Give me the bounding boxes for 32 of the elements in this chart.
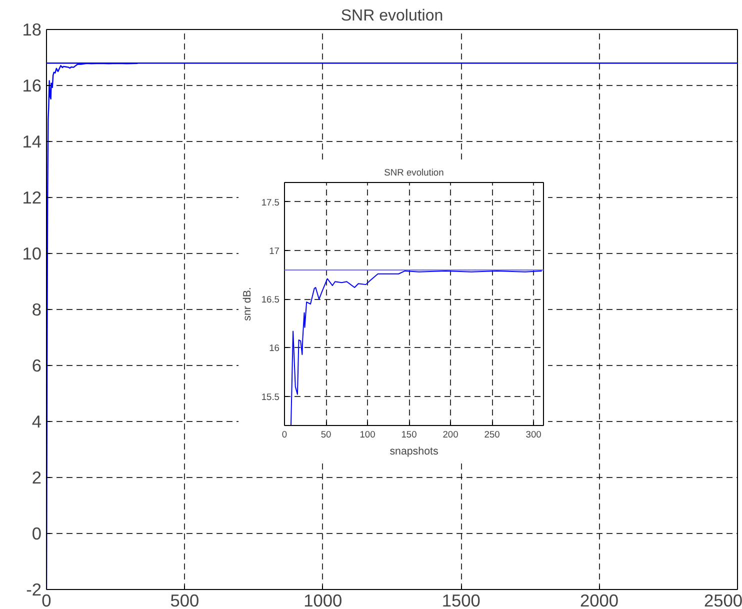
y-tick-label: 18: [22, 20, 42, 40]
chart-title: SNR evolution: [340, 8, 444, 24]
y-tick-label: 6: [32, 356, 42, 376]
x-tick-label: 1500: [442, 590, 480, 609]
y-axis-title: snr dB.: [241, 287, 254, 321]
chart-title: SNR evolution: [384, 168, 444, 178]
y-tick-label: 12: [22, 188, 42, 208]
y-tick-label: 17: [269, 246, 280, 256]
y-tick-label: 16.5: [261, 294, 280, 305]
x-tick-label: 2000: [580, 590, 619, 609]
y-tick-label: 14: [22, 132, 42, 152]
y-tick-label: 4: [32, 412, 42, 432]
x-tick-label: 200: [442, 430, 458, 440]
x-tick-label: 100: [360, 430, 376, 440]
y-tick-label: 17.5: [261, 197, 280, 208]
y-tick-label: 16: [269, 343, 280, 354]
y-tick-label: 2: [32, 468, 42, 488]
x-tick-label: 250: [484, 430, 500, 440]
x-tick-label: 50: [320, 430, 332, 440]
x-axis-title: snapshots: [390, 446, 438, 458]
y-tick-label: -2: [26, 580, 42, 600]
y-tick-label: 8: [32, 300, 42, 320]
x-tick-label: 300: [526, 430, 542, 440]
x-tick-label: 2500: [704, 590, 742, 609]
x-tick-label: 0: [282, 430, 288, 440]
y-tick-label: 10: [22, 244, 42, 264]
x-tick-label: 150: [401, 430, 417, 440]
x-tick-label: 1000: [304, 590, 342, 609]
x-tick-label: 500: [170, 590, 200, 609]
y-tick-label: 0: [32, 524, 42, 544]
y-tick-label: 16: [22, 76, 42, 96]
y-tick-label: 15.5: [261, 392, 280, 402]
